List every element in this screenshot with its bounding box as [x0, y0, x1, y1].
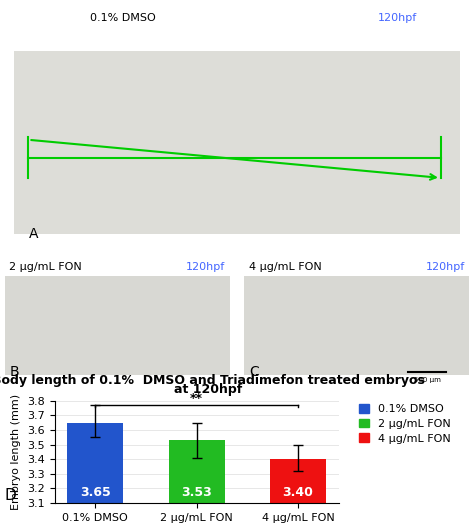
Text: 3.53: 3.53 [182, 486, 212, 499]
Text: 3.40: 3.40 [283, 486, 313, 499]
Text: D: D [5, 488, 17, 503]
Y-axis label: Embryo length (mm): Embryo length (mm) [11, 394, 21, 510]
Bar [67, 423, 123, 503]
Legend: 0.1% DMSO, 2 μg/mL FON, 4 μg/mL FON: 0.1% DMSO, 2 μg/mL FON, 4 μg/mL FON [359, 405, 450, 444]
Bar [169, 440, 225, 503]
FancyBboxPatch shape [5, 276, 230, 375]
Text: 500 μm: 500 μm [414, 377, 440, 384]
Text: 2 μg/mL FON: 2 μg/mL FON [9, 261, 82, 271]
Text: 120hpf: 120hpf [425, 261, 465, 271]
Text: C: C [249, 365, 258, 379]
Text: A: A [28, 227, 38, 242]
Text: Body length of 0.1%  DMSO and Triadimefon treated embryos: Body length of 0.1% DMSO and Triadimefon… [0, 374, 425, 387]
Text: 120hpf: 120hpf [378, 13, 417, 23]
Text: 3.65: 3.65 [80, 486, 111, 499]
FancyBboxPatch shape [244, 276, 469, 375]
Text: **: ** [190, 391, 203, 405]
Text: 120hpf: 120hpf [186, 261, 225, 271]
Bar [270, 459, 326, 503]
Text: 0.1% DMSO: 0.1% DMSO [90, 13, 156, 23]
Text: at 120hpf: at 120hpf [174, 383, 243, 396]
Text: 4 μg/mL FON: 4 μg/mL FON [249, 261, 321, 271]
Text: B: B [9, 365, 19, 379]
FancyBboxPatch shape [14, 51, 460, 234]
